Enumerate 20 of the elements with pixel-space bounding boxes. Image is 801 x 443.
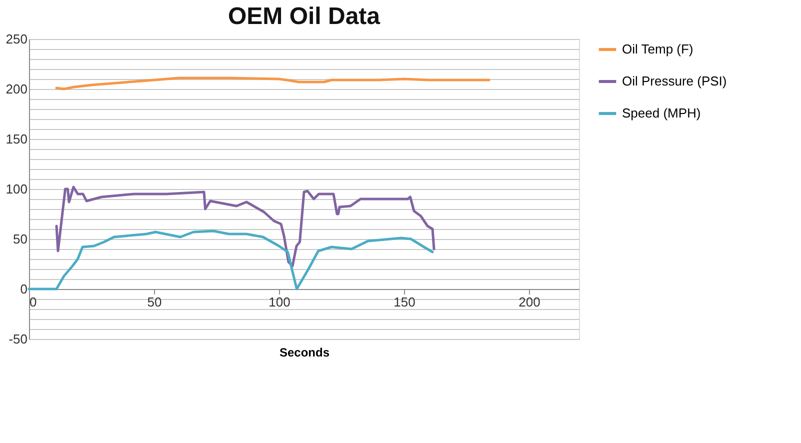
y-tick-label: 100 xyxy=(6,182,28,196)
x-tick-label: 50 xyxy=(147,294,162,310)
x-tick-label: 0 xyxy=(30,294,37,310)
x-tick-label: 150 xyxy=(394,294,416,310)
legend-label: Oil Temp (F) xyxy=(622,42,694,56)
line-series xyxy=(55,76,490,90)
line-series xyxy=(55,186,436,268)
legend-label: Speed (MPH) xyxy=(622,106,701,120)
x-tick-label: 200 xyxy=(518,294,540,310)
y-tick-label: 150 xyxy=(6,132,28,146)
y-tick-label: 250 xyxy=(6,32,28,46)
y-tick-label: 200 xyxy=(6,82,28,96)
y-tick-label: -50 xyxy=(8,332,28,346)
x-tick-label: 100 xyxy=(268,294,290,310)
line-series xyxy=(28,230,434,290)
x-axis-title: Seconds xyxy=(279,346,330,360)
y-tick-label: 50 xyxy=(13,232,28,246)
legend-label: Oil Pressure (PSI) xyxy=(622,74,727,88)
chart-title: OEM Oil Data xyxy=(228,3,381,30)
y-tick-label: 0 xyxy=(20,282,28,296)
